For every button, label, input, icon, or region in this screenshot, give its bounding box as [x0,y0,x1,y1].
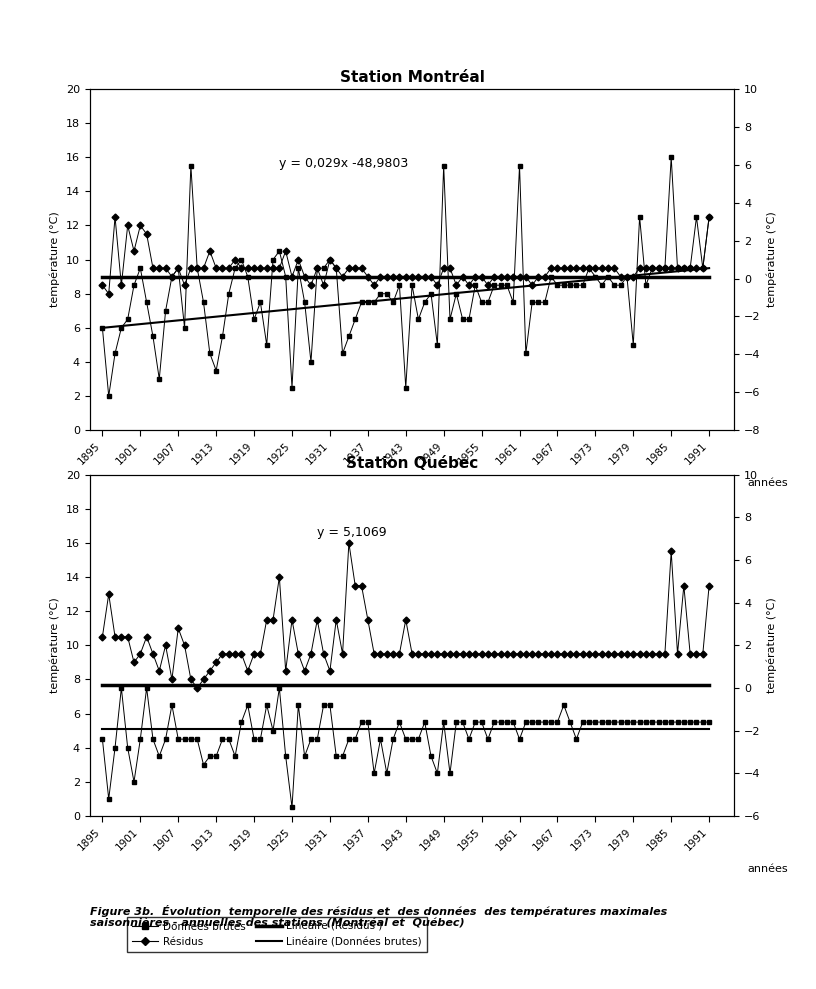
Text: y = 5,1069: y = 5,1069 [317,526,387,539]
Text: années: années [747,863,788,873]
Title: Station Montréal: Station Montréal [339,70,485,85]
Text: années: années [747,478,788,488]
Legend: Données brutes, Résidus, Linéaire (Résidus ), Linéaire (Données brutes): Données brutes, Résidus, Linéaire (Résid… [127,917,427,952]
Y-axis label: température (°C): température (°C) [50,597,60,693]
Y-axis label: température (°C): température (°C) [766,212,777,308]
Text: y = 0,029x -48,9803: y = 0,029x -48,9803 [279,157,409,170]
Legend: Données brutes, Résidus, Linéaire (Résidus ), Linéaire (Données brutes): Données brutes, Résidus, Linéaire (Résid… [127,531,427,567]
Title: Station Québec: Station Québec [346,456,478,471]
Text: Figure 3b.  Évolution  temporelle des résidus et  des données  des températures : Figure 3b. Évolution temporelle des rési… [90,905,667,929]
Y-axis label: température (°C): température (°C) [766,597,777,693]
Y-axis label: température (°C): température (°C) [50,212,60,308]
